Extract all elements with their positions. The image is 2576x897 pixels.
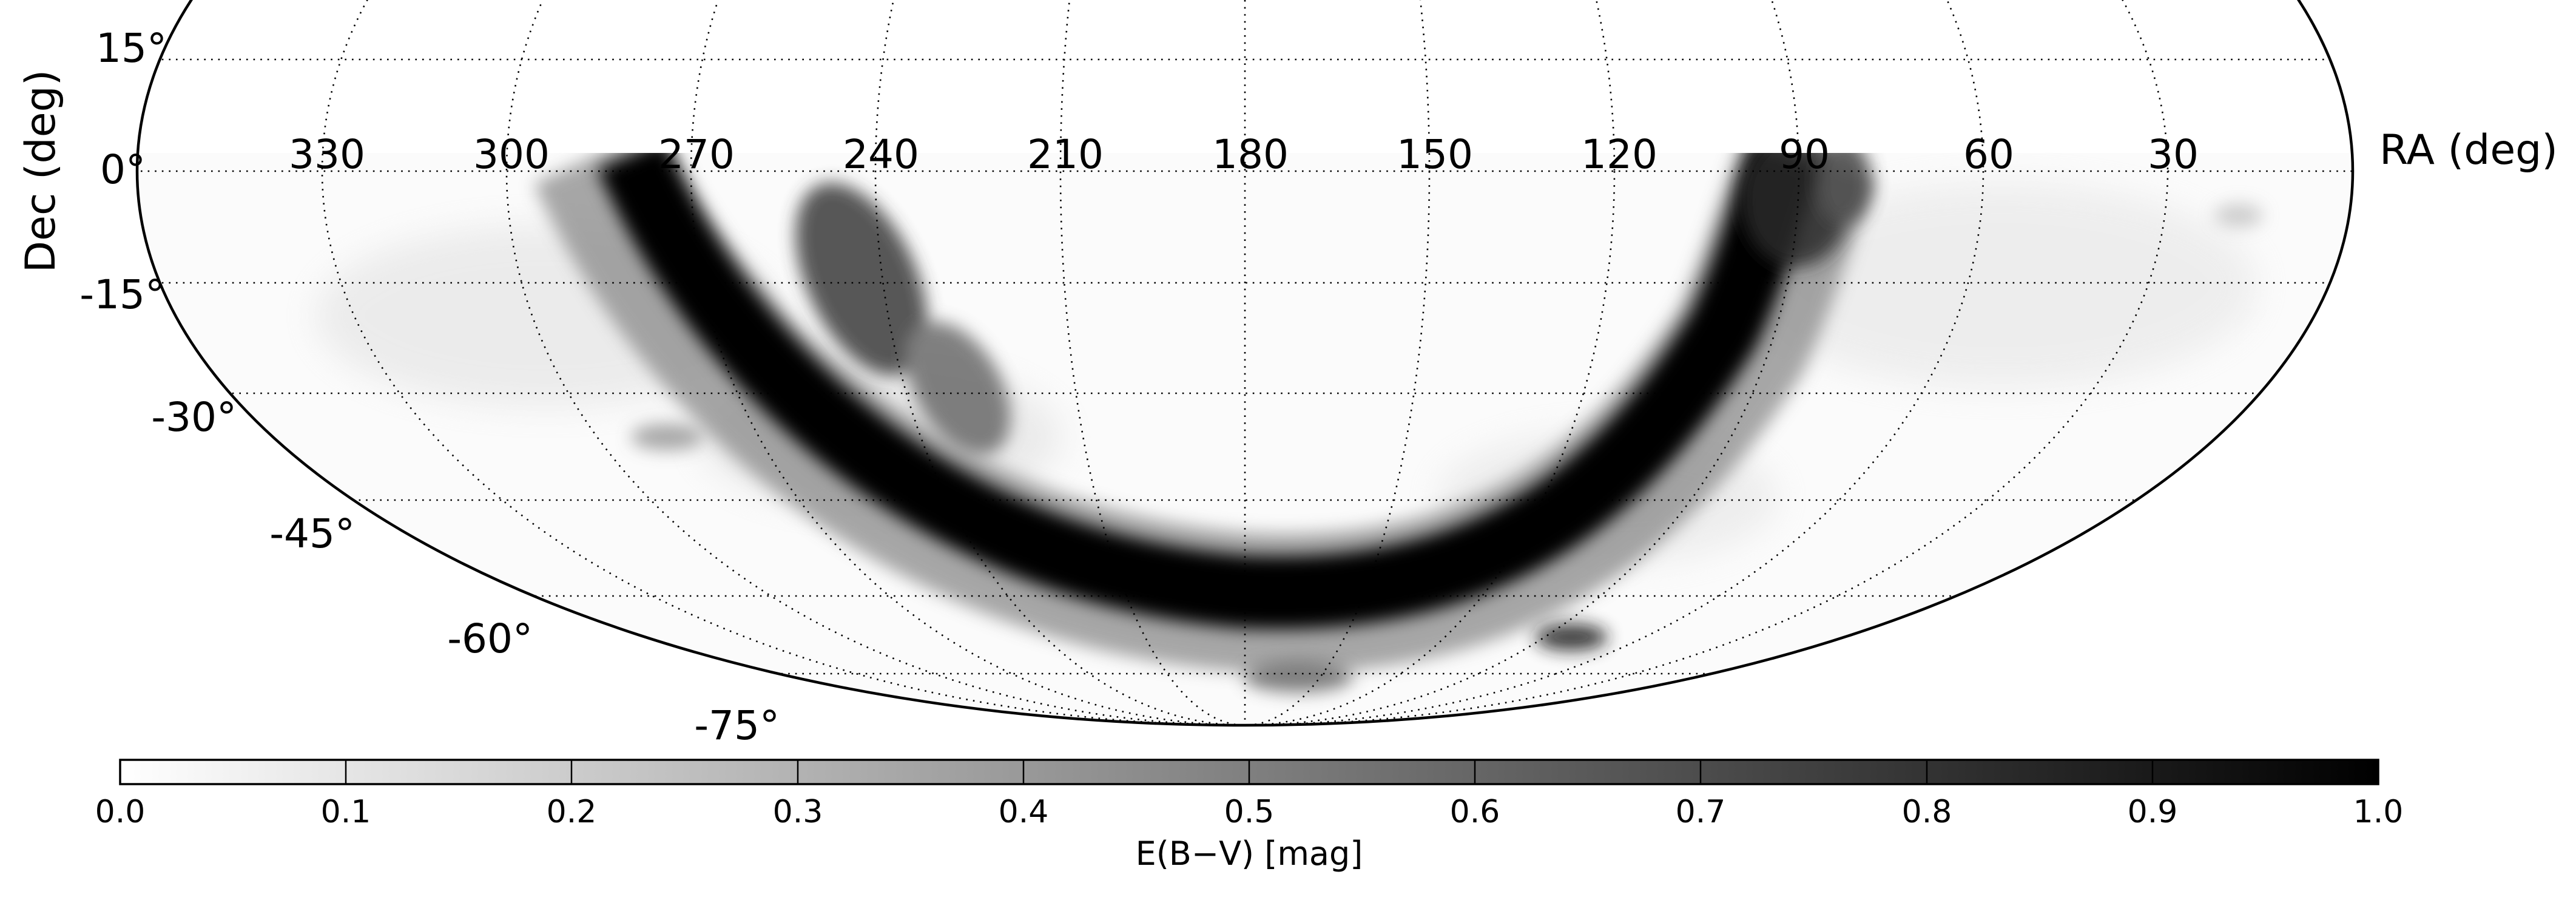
ra-tick-label: 300	[473, 131, 550, 178]
dec-tick-label: 15°	[96, 25, 167, 72]
ra-tick-label: 240	[843, 131, 919, 178]
dust-map-image	[315, 126, 2263, 692]
sky-map: 330 300 270 240 210 180 150 120 90 60 30…	[17, 0, 2558, 749]
ra-tick-label: 30	[2148, 131, 2199, 178]
colorbar-tick-label: 0.7	[1676, 794, 1726, 830]
ra-tick-label: 60	[1963, 131, 2014, 178]
colorbar-tick-label: 1.0	[2353, 794, 2404, 830]
colorbar-tick-label: 0.6	[1450, 794, 1500, 830]
dec-tick-label: -60°	[447, 615, 533, 662]
dec-tick-label: -75°	[694, 702, 780, 749]
ra-tick-label: 150	[1397, 131, 1473, 178]
colorbar-tick-label: 0.4	[999, 794, 1049, 830]
dec-tick-labels: 15° 0° -15° -30° -45° -60° -75°	[79, 25, 780, 749]
colorbar-tick-label: 0.8	[1902, 794, 1952, 830]
ra-gridlines	[321, 0, 2169, 725]
ra-tick-labels: 330 300 270 240 210 180 150 120 90 60 30	[289, 131, 2199, 178]
dec-tick-label: 0°	[100, 146, 146, 193]
ra-tick-label: 270	[658, 131, 735, 178]
colorbar-tick-label: 0.2	[547, 794, 597, 830]
colorbar-tick-label: 0.5	[1224, 794, 1275, 830]
dec-tick-label: -30°	[151, 394, 237, 441]
colorbar-label: E(B−V) [mag]	[1136, 834, 1363, 873]
ra-axis-label: RA (deg)	[2379, 126, 2558, 174]
colorbar-tick-label: 0.1	[321, 794, 371, 830]
colorbar-tick-label: 0.3	[773, 794, 823, 830]
colorbar-tick-label: 0.0	[95, 794, 146, 830]
colorbar-ticks	[345, 760, 2154, 784]
ra-tick-label: 120	[1581, 131, 1657, 178]
colorbar-tick-labels: 0.0 0.1 0.2 0.3 0.4 0.5 0.6 0.7 0.8 0.9 …	[95, 794, 2404, 830]
graticule	[137, 0, 2353, 725]
dec-tick-label: -45°	[269, 510, 355, 557]
dec-tick-label: -15°	[79, 271, 165, 318]
colorbar: 0.0 0.1 0.2 0.3 0.4 0.5 0.6 0.7 0.8 0.9 …	[95, 759, 2404, 873]
map-boundary	[136, 0, 2354, 726]
dec-axis-label: Dec (deg)	[17, 70, 65, 272]
colorbar-tick-label: 0.9	[2128, 794, 2178, 830]
ra-tick-label: 210	[1027, 131, 1104, 178]
ra-tick-label: 90	[1779, 131, 1830, 178]
ra-tick-label: 330	[289, 131, 365, 178]
ra-tick-label: 180	[1212, 131, 1289, 178]
